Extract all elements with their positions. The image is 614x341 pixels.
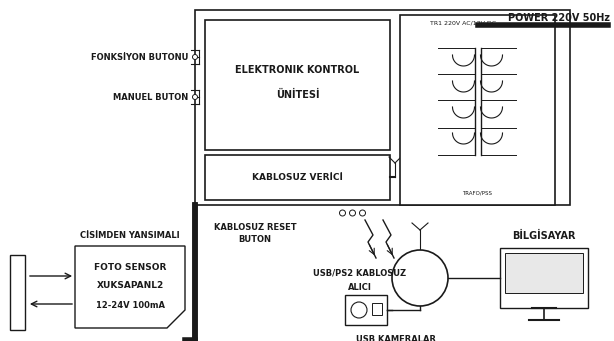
- Bar: [500, 248, 588, 308]
- Polygon shape: [75, 246, 185, 328]
- Text: USB KAMERALAR: USB KAMERALAR: [356, 335, 436, 341]
- Circle shape: [351, 302, 367, 318]
- Text: TR1 220V AC/12V DC: TR1 220V AC/12V DC: [430, 20, 496, 26]
- Bar: [372, 303, 382, 315]
- Text: FOTO SENSOR: FOTO SENSOR: [94, 264, 166, 272]
- Bar: [195, 10, 570, 205]
- Bar: [10, 255, 25, 330]
- Text: BUTON: BUTON: [238, 235, 271, 243]
- Text: ALICI: ALICI: [348, 283, 372, 293]
- Circle shape: [193, 55, 198, 59]
- Bar: [400, 15, 555, 205]
- Text: FONKSİYON BUTONU: FONKSİYON BUTONU: [91, 53, 188, 61]
- Text: MANUEL BUTON: MANUEL BUTON: [113, 92, 188, 102]
- Text: CİSİMDEN YANSIMALI: CİSİMDEN YANSIMALI: [80, 232, 180, 240]
- Bar: [345, 295, 387, 325]
- Text: 12-24V 100mA: 12-24V 100mA: [96, 301, 165, 311]
- Text: ÜNİTESİ: ÜNİTESİ: [276, 90, 319, 100]
- Circle shape: [349, 210, 356, 216]
- Bar: [205, 155, 390, 200]
- Text: XUKSAPANL2: XUKSAPANL2: [96, 282, 163, 291]
- Text: TRAFO/PSS: TRAFO/PSS: [462, 191, 492, 195]
- Text: ELEKTRONIK KONTROL: ELEKTRONIK KONTROL: [235, 65, 360, 75]
- Circle shape: [340, 210, 346, 216]
- Text: KABLOSUZ VERİCİ: KABLOSUZ VERİCİ: [252, 173, 343, 181]
- Text: BİLGİSAYAR: BİLGİSAYAR: [512, 231, 576, 241]
- Text: POWER 220V 50Hz: POWER 220V 50Hz: [508, 13, 610, 23]
- Circle shape: [193, 94, 198, 100]
- Bar: [205, 20, 390, 150]
- Text: USB/PS2 KABLOSUZ: USB/PS2 KABLOSUZ: [313, 268, 406, 278]
- Text: KABLOSUZ RESET: KABLOSUZ RESET: [214, 222, 297, 232]
- Circle shape: [392, 250, 448, 306]
- Circle shape: [360, 210, 365, 216]
- Bar: [505, 253, 583, 293]
